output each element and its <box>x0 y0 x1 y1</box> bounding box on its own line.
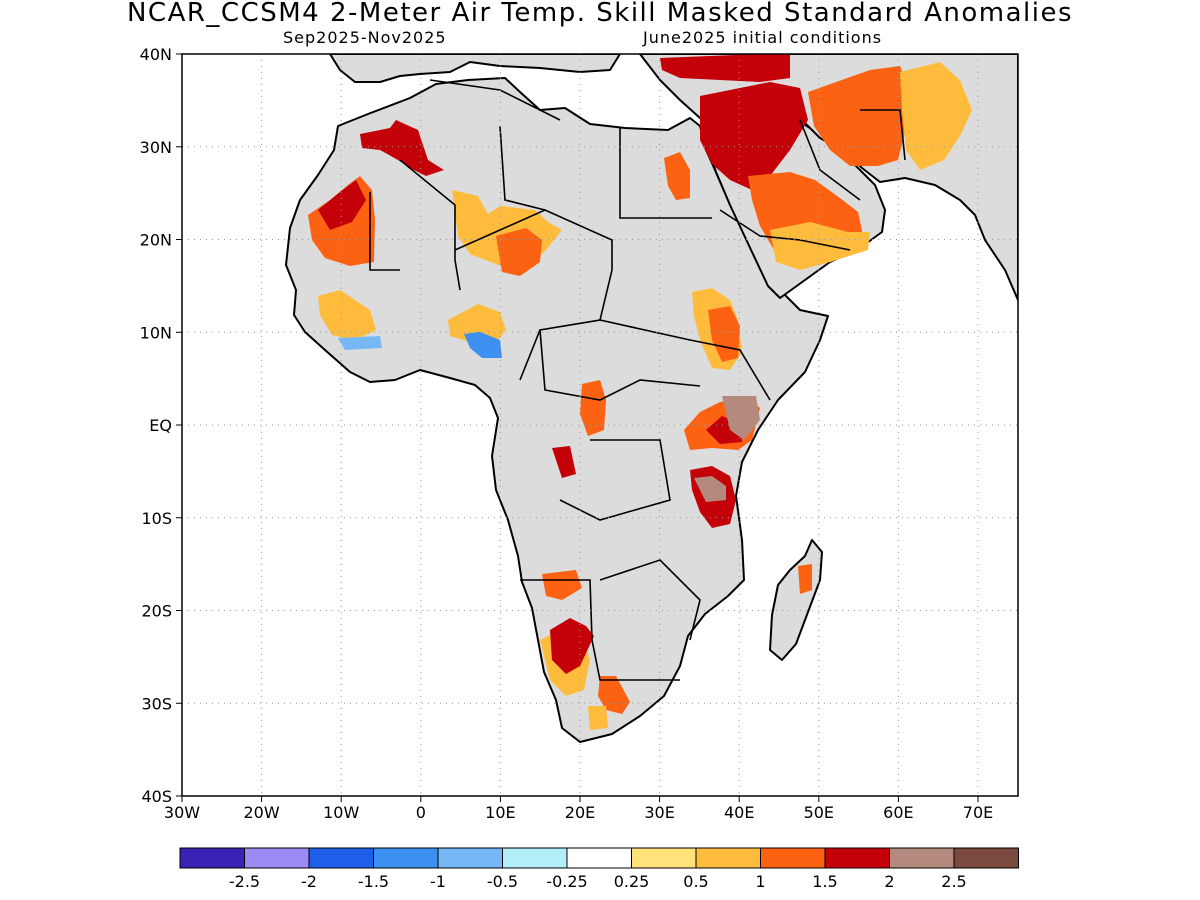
anomaly-patch-southafrica-edge <box>588 706 608 730</box>
anomaly-patch-mideast <box>700 82 808 190</box>
africa-landmass <box>285 77 829 743</box>
x-tick-label: 30E <box>644 803 674 822</box>
y-tick-label: 30N <box>140 138 172 157</box>
x-tick-label: 50E <box>804 803 834 822</box>
legend-label: 2.5 <box>941 872 966 891</box>
legend-swatch <box>695 847 761 869</box>
x-tick-label: 30W <box>164 803 200 822</box>
anomaly-patch-namibia-core <box>550 618 594 674</box>
legend-swatch <box>566 847 632 869</box>
legend-label: 2 <box>884 872 894 891</box>
legend-label: -1.5 <box>358 872 389 891</box>
legend-label: -2.5 <box>229 872 260 891</box>
anomaly-patch-southafrica <box>598 676 630 714</box>
legend-swatch <box>889 847 955 869</box>
anomaly-patch-maghreb <box>360 120 444 176</box>
legend-swatch <box>373 847 439 869</box>
legend-swatch <box>824 847 890 869</box>
init-subtitle: June2025 initial conditions <box>643 28 883 47</box>
legend-label: -2 <box>301 872 317 891</box>
legend-swatch <box>631 847 697 869</box>
legend-label: -0.25 <box>546 872 587 891</box>
anomaly-patch-congo <box>580 380 606 436</box>
color-legend: -2.5 -2 -1.5 -1 -0.5 -0.25 0.25 0.5 1 1.5 2 2.5 <box>179 847 1019 891</box>
y-tick-label: 30S <box>141 694 172 713</box>
x-tick-label: 10E <box>485 803 515 822</box>
x-tick-label: 20E <box>565 803 595 822</box>
anomaly-patch-somalia-brown <box>722 396 760 440</box>
legend-label: -1 <box>430 872 446 891</box>
chart-title: NCAR_CCSM4 2-Meter Air Temp. Skill Maske… <box>126 0 1074 28</box>
anomaly-patch-egypt <box>664 152 690 200</box>
anomaly-patch-congo-south <box>552 446 576 478</box>
anomaly-patch-madagascar <box>798 564 812 594</box>
country-borders <box>369 79 906 681</box>
x-tick-label: 0 <box>416 803 426 822</box>
anomaly-patch-guinea <box>318 290 376 340</box>
x-tick-label: 40E <box>724 803 754 822</box>
x-axis: 30W 20W 10W 0 10E 20E 30E 40E 50E 60E 70E <box>164 796 993 822</box>
legend-swatch <box>953 847 1019 869</box>
anomaly-patch-tanzania-brown <box>694 476 726 502</box>
legend-swatch <box>179 847 245 869</box>
legend-label: 0.5 <box>683 872 708 891</box>
europe-landmass <box>329 54 621 83</box>
legend-swatch <box>308 847 374 869</box>
x-tick-label: 70E <box>963 803 993 822</box>
x-tick-label: 60E <box>883 803 913 822</box>
x-tick-label: 10W <box>323 803 359 822</box>
legend-swatch <box>760 847 826 869</box>
legend-label: 1.5 <box>812 872 837 891</box>
y-axis: 40N 30N 20N 10N EQ 10S 20S 30S 40S <box>140 45 182 806</box>
anomaly-patch-arabia-south <box>770 222 870 270</box>
period-subtitle: Sep2025-Nov2025 <box>283 28 447 47</box>
anomaly-patch-coast-cool <box>338 336 382 350</box>
legend-swatch <box>437 847 503 869</box>
anomaly-patch-benin-cool <box>464 332 502 358</box>
y-tick-label: 40S <box>141 787 172 806</box>
legend-label: 1 <box>755 872 765 891</box>
x-tick-label: 20W <box>244 803 280 822</box>
y-tick-label: EQ <box>149 416 172 435</box>
anomaly-patches <box>308 54 972 730</box>
legend-swatch <box>502 847 568 869</box>
anomaly-patch-nigeria <box>448 304 506 345</box>
y-tick-label: 10N <box>140 323 172 342</box>
y-tick-label: 20S <box>141 602 172 621</box>
y-tick-label: 10S <box>141 509 172 528</box>
y-tick-label: 20N <box>140 231 172 250</box>
anomaly-patch-mauritania-core <box>318 180 366 230</box>
legend-swatch <box>244 847 310 869</box>
grid-lines <box>182 54 1018 796</box>
legend-label: 0.25 <box>614 872 650 891</box>
anomaly-patch-afghan <box>900 62 972 170</box>
anomaly-patch-angola <box>542 570 582 600</box>
y-tick-label: 40N <box>140 45 172 64</box>
legend-label: -0.5 <box>487 872 518 891</box>
anomaly-patch-turkey <box>660 54 790 82</box>
anomaly-patch-iran <box>808 66 910 166</box>
